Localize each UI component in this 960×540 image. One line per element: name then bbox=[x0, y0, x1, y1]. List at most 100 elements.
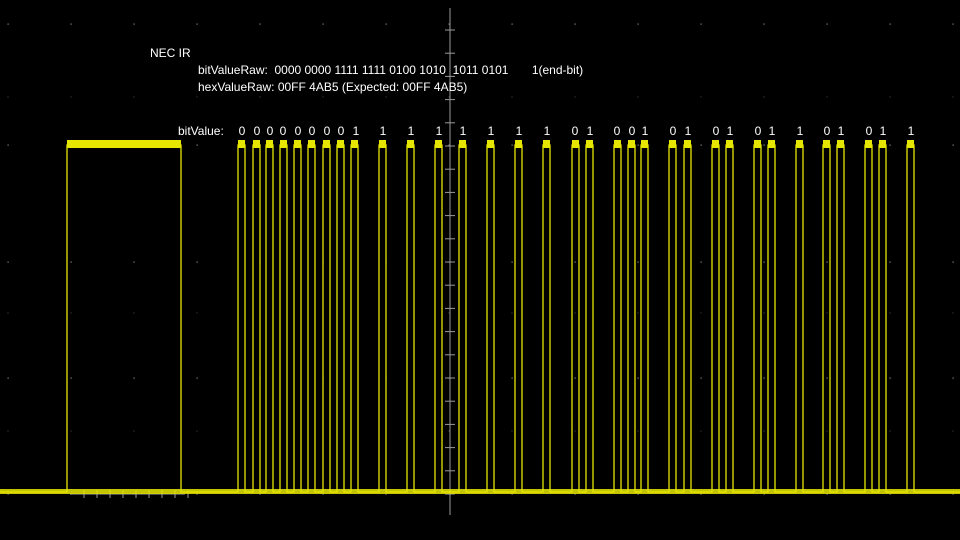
bit-pulse-cap bbox=[407, 140, 414, 148]
bit-value-mark: 0 bbox=[628, 124, 636, 138]
grid-dot bbox=[196, 377, 198, 379]
grid-dot bbox=[259, 96, 261, 98]
bit-pulse-cap bbox=[879, 140, 886, 148]
bit-value-mark: 0 bbox=[253, 124, 261, 138]
grid-dot bbox=[7, 312, 9, 314]
grid-dot bbox=[889, 144, 891, 146]
grid-dot bbox=[889, 430, 891, 432]
bit-pulse-cap bbox=[337, 140, 344, 148]
grid-dot bbox=[889, 96, 891, 98]
grid-dot bbox=[826, 377, 828, 379]
grid-dot bbox=[196, 430, 198, 432]
bit-value-mark: 0 bbox=[238, 124, 246, 138]
bit-value-mark: 1 bbox=[586, 124, 594, 138]
bit-pulse-cap bbox=[515, 140, 522, 148]
grid-dot bbox=[952, 377, 954, 379]
grid-dot bbox=[385, 23, 387, 25]
grid-dot bbox=[574, 430, 576, 432]
bit-value-mark: 0 bbox=[337, 124, 345, 138]
grid-dot bbox=[763, 377, 765, 379]
grid-dot bbox=[70, 261, 72, 263]
grid-dot bbox=[763, 430, 765, 432]
grid-dot bbox=[763, 23, 765, 25]
bit-value-mark: 0 bbox=[669, 124, 677, 138]
grid-dot bbox=[700, 312, 702, 314]
bit-value-label: bitValue: bbox=[178, 124, 224, 138]
bit-pulse-cap bbox=[614, 140, 621, 148]
bit-value-mark: 0 bbox=[571, 124, 579, 138]
grid-dot bbox=[70, 430, 72, 432]
bit-value-mark: 0 bbox=[754, 124, 762, 138]
grid-dot bbox=[763, 493, 765, 495]
grid-dot bbox=[952, 430, 954, 432]
bit-pulse-cap bbox=[586, 140, 593, 148]
grid-dot bbox=[511, 493, 513, 495]
grid-dot bbox=[637, 312, 639, 314]
grid-dot bbox=[511, 312, 513, 314]
grid-dot bbox=[574, 261, 576, 263]
bit-pulse-cap bbox=[308, 140, 315, 148]
grid-dot bbox=[322, 23, 324, 25]
bit-value-mark: 0 bbox=[712, 124, 720, 138]
grid-dot bbox=[637, 96, 639, 98]
bit-value-mark: 1 bbox=[641, 124, 649, 138]
grid-dot bbox=[889, 261, 891, 263]
bit-value-mark: 1 bbox=[543, 124, 551, 138]
grid-dot bbox=[763, 261, 765, 263]
grid-dot bbox=[952, 312, 954, 314]
signal-waveform bbox=[0, 144, 960, 493]
grid-dot bbox=[7, 96, 9, 98]
grid-dot bbox=[700, 261, 702, 263]
grid-dot bbox=[7, 23, 9, 25]
grid-dot bbox=[385, 493, 387, 495]
bit-value-mark: 1 bbox=[515, 124, 523, 138]
grid-dot bbox=[700, 430, 702, 432]
bit-pulse-cap bbox=[435, 140, 442, 148]
grid-dot bbox=[7, 261, 9, 263]
grid-dot bbox=[952, 261, 954, 263]
grid-dot bbox=[889, 377, 891, 379]
grid-dot bbox=[826, 493, 828, 495]
bit-pulse-cap bbox=[253, 140, 260, 148]
grid-dot bbox=[637, 23, 639, 25]
bit-pulse-cap bbox=[459, 140, 466, 148]
grid-dot bbox=[889, 23, 891, 25]
bit-pulse-cap bbox=[323, 140, 330, 148]
bit-pulse-cap bbox=[294, 140, 301, 148]
grid-dot bbox=[448, 312, 450, 314]
grid-dot bbox=[7, 493, 9, 495]
bit-pulse-cap bbox=[684, 140, 691, 148]
grid-dot bbox=[889, 312, 891, 314]
grid-dot bbox=[133, 96, 135, 98]
bit-pulse-cap bbox=[837, 140, 844, 148]
bit-value-mark: 0 bbox=[323, 124, 331, 138]
bit-value-mark: 0 bbox=[613, 124, 621, 138]
grid-dot bbox=[574, 493, 576, 495]
bit-pulse-cap bbox=[628, 140, 635, 148]
grid-dot bbox=[196, 144, 198, 146]
bit-pulse-cap bbox=[768, 140, 775, 148]
grid-dot bbox=[448, 430, 450, 432]
grid-dot bbox=[322, 493, 324, 495]
bit-value-mark: 1 bbox=[879, 124, 887, 138]
grid-dot bbox=[700, 377, 702, 379]
grid-dot bbox=[637, 261, 639, 263]
bit-value-mark: 1 bbox=[407, 124, 415, 138]
grid-dot bbox=[511, 96, 513, 98]
grid-dot bbox=[448, 96, 450, 98]
grid-dot bbox=[196, 261, 198, 263]
grid-dot bbox=[889, 493, 891, 495]
bit-pulse-cap bbox=[543, 140, 550, 148]
bit-pulse-cap bbox=[487, 140, 494, 148]
grid-dot bbox=[196, 96, 198, 98]
grid-dot bbox=[7, 144, 9, 146]
grid-dot bbox=[826, 312, 828, 314]
bit-pulse-cap bbox=[865, 140, 872, 148]
grid-dot bbox=[574, 23, 576, 25]
bit-pulse-cap bbox=[669, 140, 676, 148]
signal-baseline bbox=[0, 489, 960, 494]
grid-dot bbox=[196, 312, 198, 314]
grid-dot bbox=[196, 23, 198, 25]
grid-dot bbox=[700, 23, 702, 25]
grid-dot bbox=[763, 312, 765, 314]
